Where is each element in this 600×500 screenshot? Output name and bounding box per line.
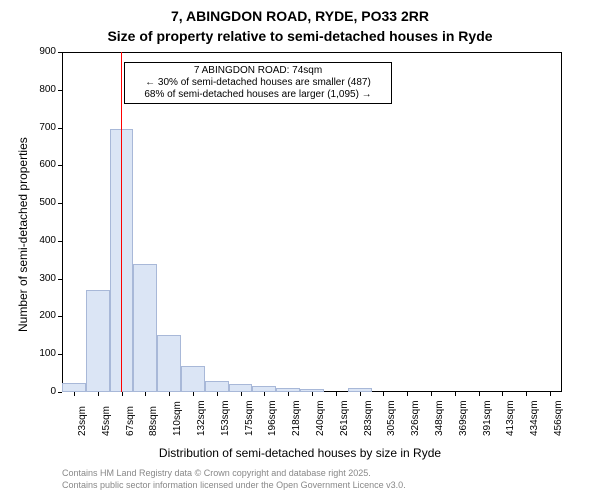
y-tick-label: 300 bbox=[28, 273, 56, 284]
y-tick-label: 800 bbox=[28, 84, 56, 95]
x-tick-label: 218sqm bbox=[291, 400, 302, 436]
x-tick-label: 240sqm bbox=[315, 400, 326, 436]
histogram-bar bbox=[181, 366, 205, 392]
footer-line1: Contains HM Land Registry data © Crown c… bbox=[62, 468, 371, 478]
x-tick bbox=[74, 392, 75, 396]
y-tick-label: 400 bbox=[28, 235, 56, 246]
x-tick bbox=[241, 392, 242, 396]
chart-title-line2: Size of property relative to semi-detach… bbox=[0, 28, 600, 44]
x-tick-label: 369sqm bbox=[458, 400, 469, 436]
x-tick-label: 175sqm bbox=[244, 400, 255, 436]
x-tick-label: 23sqm bbox=[77, 406, 88, 436]
x-tick-label: 67sqm bbox=[125, 406, 136, 436]
x-tick-label: 391sqm bbox=[482, 400, 493, 436]
x-tick-label: 261sqm bbox=[339, 400, 350, 436]
x-tick bbox=[193, 392, 194, 396]
y-tick-label: 0 bbox=[28, 386, 56, 397]
x-tick-label: 196sqm bbox=[267, 400, 278, 436]
annotation-line: ← 30% of semi-detached houses are smalle… bbox=[129, 77, 387, 89]
histogram-bar bbox=[133, 264, 157, 392]
y-tick-label: 500 bbox=[28, 197, 56, 208]
annotation-line: 7 ABINGDON ROAD: 74sqm bbox=[129, 65, 387, 77]
y-tick bbox=[58, 241, 62, 242]
reference-line bbox=[121, 52, 122, 392]
x-tick bbox=[431, 392, 432, 396]
x-tick-label: 456sqm bbox=[553, 400, 564, 436]
histogram-bar bbox=[205, 381, 229, 392]
x-tick bbox=[264, 392, 265, 396]
x-tick-label: 45sqm bbox=[101, 406, 112, 436]
x-tick-label: 153sqm bbox=[220, 400, 231, 436]
x-tick-label: 132sqm bbox=[196, 400, 207, 436]
x-tick bbox=[122, 392, 123, 396]
chart-container: 7, ABINGDON ROAD, RYDE, PO33 2RR Size of… bbox=[0, 0, 600, 500]
annotation-line: 68% of semi-detached houses are larger (… bbox=[129, 89, 387, 101]
x-tick-label: 413sqm bbox=[505, 400, 516, 436]
x-tick bbox=[360, 392, 361, 396]
y-tick bbox=[58, 90, 62, 91]
x-tick bbox=[169, 392, 170, 396]
x-tick bbox=[217, 392, 218, 396]
y-tick-label: 700 bbox=[28, 122, 56, 133]
x-tick bbox=[407, 392, 408, 396]
y-tick bbox=[58, 165, 62, 166]
x-tick-label: 434sqm bbox=[529, 400, 540, 436]
y-tick bbox=[58, 316, 62, 317]
x-tick bbox=[550, 392, 551, 396]
x-tick-label: 88sqm bbox=[148, 406, 159, 436]
histogram-bar bbox=[62, 383, 86, 392]
x-tick bbox=[336, 392, 337, 396]
y-tick-label: 900 bbox=[28, 46, 56, 57]
x-tick bbox=[479, 392, 480, 396]
y-tick bbox=[58, 279, 62, 280]
x-axis-label: Distribution of semi-detached houses by … bbox=[0, 446, 600, 460]
y-tick bbox=[58, 128, 62, 129]
chart-title-line1: 7, ABINGDON ROAD, RYDE, PO33 2RR bbox=[0, 8, 600, 24]
y-tick bbox=[58, 52, 62, 53]
histogram-bar bbox=[86, 290, 110, 392]
footer-line2: Contains public sector information licen… bbox=[62, 480, 406, 490]
x-tick-label: 326sqm bbox=[410, 400, 421, 436]
y-tick-label: 600 bbox=[28, 159, 56, 170]
x-tick bbox=[312, 392, 313, 396]
y-tick bbox=[58, 203, 62, 204]
x-tick bbox=[145, 392, 146, 396]
x-tick-label: 305sqm bbox=[386, 400, 397, 436]
x-tick-label: 348sqm bbox=[434, 400, 445, 436]
x-tick bbox=[288, 392, 289, 396]
y-tick bbox=[58, 354, 62, 355]
x-tick bbox=[98, 392, 99, 396]
annotation-box: 7 ABINGDON ROAD: 74sqm← 30% of semi-deta… bbox=[124, 62, 392, 104]
x-tick bbox=[455, 392, 456, 396]
x-tick bbox=[502, 392, 503, 396]
x-tick-label: 283sqm bbox=[363, 400, 374, 436]
y-tick-label: 200 bbox=[28, 310, 56, 321]
x-tick bbox=[383, 392, 384, 396]
y-tick bbox=[58, 392, 62, 393]
x-tick bbox=[526, 392, 527, 396]
y-tick-label: 100 bbox=[28, 348, 56, 359]
histogram-bar bbox=[157, 335, 181, 392]
histogram-bar bbox=[229, 384, 253, 392]
x-tick-label: 110sqm bbox=[172, 401, 183, 436]
